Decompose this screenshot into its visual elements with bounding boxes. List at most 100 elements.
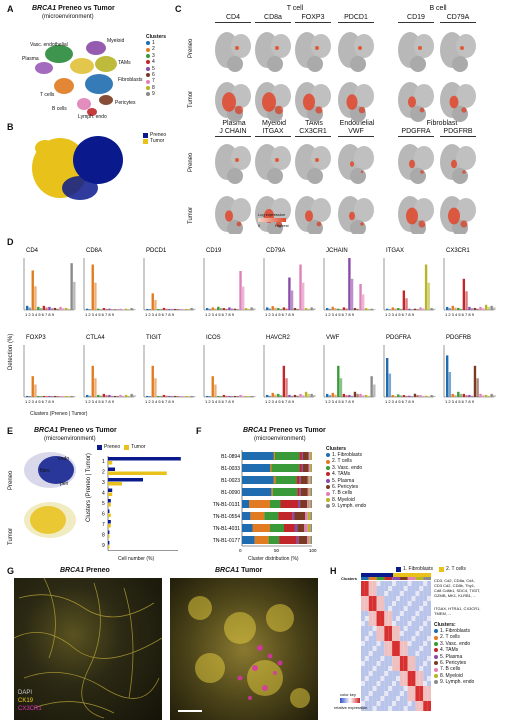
h-cell bbox=[388, 656, 393, 661]
h-cell bbox=[419, 701, 424, 706]
h-cell bbox=[423, 596, 428, 601]
h-cell bbox=[419, 676, 424, 681]
a-legend-item: 7 bbox=[146, 78, 166, 84]
h-cell bbox=[403, 636, 408, 641]
d-bar-tumor bbox=[219, 395, 223, 397]
h-cell bbox=[423, 581, 428, 586]
d-bar bbox=[299, 393, 302, 397]
h-cell bbox=[403, 651, 408, 656]
h-cell bbox=[399, 636, 404, 641]
f-segment bbox=[300, 500, 308, 508]
d-bar-tumor bbox=[476, 308, 479, 310]
f-legend-item: 8. Myeloid bbox=[326, 497, 366, 503]
h-cell bbox=[399, 631, 404, 636]
h-cell bbox=[407, 616, 412, 621]
h-cell bbox=[403, 631, 408, 636]
h-cell bbox=[368, 581, 373, 586]
d-bar bbox=[217, 395, 220, 397]
f-segment bbox=[273, 452, 275, 460]
c-gene-bottom-4: PDGFRA bbox=[398, 128, 434, 137]
h-cell bbox=[415, 681, 420, 686]
d-bar bbox=[430, 395, 433, 397]
panel-a-title: BRCA1 Preneo vs Tumor bbox=[32, 5, 115, 12]
d-bar-tumor bbox=[345, 395, 348, 397]
f-xlabel: Cluster distribution (%) bbox=[248, 556, 299, 562]
h-cell bbox=[407, 646, 412, 651]
h-cell bbox=[372, 636, 377, 641]
h-cell bbox=[407, 611, 412, 616]
d-bar-tumor bbox=[350, 395, 354, 397]
d-bar bbox=[277, 393, 280, 397]
h-cell bbox=[399, 686, 404, 691]
d-bar-tumor bbox=[416, 309, 419, 310]
h-cell bbox=[372, 586, 377, 591]
e-cat-label: 7 bbox=[102, 522, 105, 528]
d-bar bbox=[59, 395, 62, 397]
d-bar bbox=[370, 376, 373, 397]
h-cell bbox=[361, 581, 365, 586]
h-cell bbox=[380, 686, 385, 691]
c-row-tumor-1: Tumor bbox=[188, 90, 194, 108]
h-cell bbox=[427, 691, 431, 696]
d-bar bbox=[331, 392, 334, 397]
h-cell bbox=[411, 586, 416, 591]
c-feature-plot bbox=[398, 32, 434, 72]
h-cell bbox=[396, 626, 400, 631]
h-cell bbox=[415, 676, 420, 681]
d-bar-tumor bbox=[345, 308, 348, 310]
h-cell bbox=[392, 641, 396, 646]
f-segment bbox=[298, 536, 308, 544]
d-bar-tumor bbox=[339, 309, 343, 310]
f-legend-item: 3. Vasc. endo bbox=[326, 465, 366, 471]
h-cell bbox=[364, 656, 369, 661]
d-bar bbox=[31, 376, 34, 397]
h-cell bbox=[411, 611, 416, 616]
h-cell bbox=[427, 586, 431, 591]
h-cell bbox=[396, 691, 400, 696]
f-segment bbox=[305, 512, 308, 520]
cluster-swatch bbox=[326, 472, 330, 477]
f-segment bbox=[310, 488, 312, 496]
b-preneo-cloud bbox=[73, 136, 123, 184]
d-chart-ticks: 1 2 3 4 5 6 7 8 9 bbox=[85, 399, 115, 404]
e-legend-tumor: Tumor bbox=[131, 444, 146, 450]
d-bar-tumor bbox=[296, 395, 299, 397]
h-cell bbox=[384, 656, 389, 661]
h-cell bbox=[403, 591, 408, 596]
h-cell bbox=[361, 681, 365, 686]
h-cell bbox=[415, 621, 420, 626]
h-cell bbox=[380, 606, 385, 611]
cluster-swatch bbox=[146, 41, 150, 46]
d-bar bbox=[419, 307, 422, 310]
h-cell bbox=[419, 616, 424, 621]
h-cell bbox=[399, 606, 404, 611]
cluster-swatch bbox=[326, 504, 330, 509]
a-label-plasma: Plasma bbox=[22, 56, 39, 62]
cluster-swatch bbox=[434, 674, 438, 679]
d-bar-tumor bbox=[242, 286, 245, 310]
d-chart-ticks: 1 2 3 4 5 6 7 8 9 bbox=[145, 399, 175, 404]
d-bar-tumor bbox=[388, 309, 392, 310]
h-cell bbox=[361, 706, 365, 711]
d-bar bbox=[397, 308, 400, 310]
e-legend-preneo: Preneo bbox=[104, 444, 121, 450]
f-segment bbox=[292, 512, 295, 520]
d-bar bbox=[97, 308, 100, 310]
h-cell bbox=[415, 686, 420, 691]
h-cell bbox=[368, 606, 373, 611]
d-bar-tumor bbox=[399, 308, 403, 310]
d-bar bbox=[386, 358, 389, 397]
h-cell bbox=[415, 696, 420, 701]
d-bar bbox=[48, 306, 51, 310]
h-cell bbox=[380, 631, 385, 636]
d-bar bbox=[413, 308, 417, 310]
h-cell bbox=[403, 616, 408, 621]
f-legend-label: 3. Vasc. endo bbox=[332, 464, 363, 471]
h-cell bbox=[368, 666, 373, 671]
d-bar-tumor bbox=[394, 308, 397, 310]
d-bar-tumor bbox=[482, 395, 485, 397]
f-legend-item: 2. T cells bbox=[326, 458, 366, 464]
h-cell bbox=[399, 581, 404, 586]
d-bar-tumor bbox=[339, 378, 343, 397]
h-cell bbox=[407, 661, 412, 666]
